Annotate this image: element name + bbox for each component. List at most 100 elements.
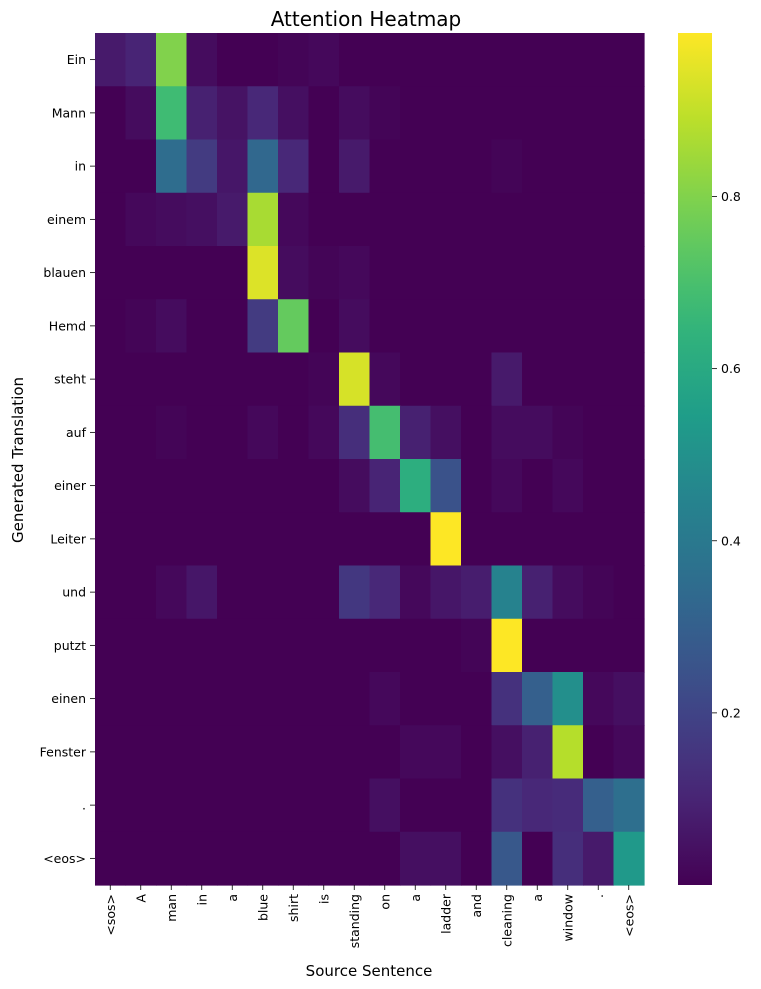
heatmap-cell xyxy=(613,299,645,354)
heatmap-cell xyxy=(156,618,188,673)
heatmap-cell xyxy=(522,246,554,300)
heatmap-cell xyxy=(400,405,432,460)
heatmap-cell xyxy=(369,192,401,247)
heatmap-cell xyxy=(95,778,127,833)
heatmap-cell xyxy=(156,405,188,460)
heatmap-cell xyxy=(400,618,432,673)
heatmap-cell xyxy=(95,512,127,567)
heatmap-cell xyxy=(95,246,127,300)
heatmap-cell xyxy=(400,86,432,141)
heatmap-cell xyxy=(339,725,371,780)
heatmap-cell xyxy=(461,33,493,87)
heatmap-cell xyxy=(247,405,279,460)
heatmap-cell xyxy=(369,618,401,673)
x-tick-label: standing xyxy=(347,894,362,948)
heatmap-cell xyxy=(247,299,279,354)
heatmap-cell xyxy=(430,352,462,407)
heatmap-cell xyxy=(186,459,218,513)
heatmap-cell xyxy=(156,86,188,141)
heatmap-cell xyxy=(95,725,127,780)
heatmap-cell xyxy=(156,246,188,300)
heatmap-cell xyxy=(491,618,523,673)
heatmap-cell xyxy=(461,618,493,673)
heatmap-cell xyxy=(613,405,645,460)
heatmap-cell xyxy=(400,778,432,833)
heatmap-cell xyxy=(461,672,493,726)
heatmap-cell xyxy=(339,565,371,620)
heatmap-cell xyxy=(247,192,279,247)
heatmap-cell xyxy=(186,139,218,194)
heatmap-cell xyxy=(125,33,157,87)
heatmap-cell xyxy=(247,831,279,886)
heatmap-cell xyxy=(186,192,218,247)
x-tick-label: on xyxy=(377,894,392,910)
heatmap-cell xyxy=(339,86,371,141)
heatmap-cell xyxy=(369,352,401,407)
heatmap-cell xyxy=(339,778,371,833)
heatmap-cell xyxy=(217,33,249,87)
heatmap-cell xyxy=(491,246,523,300)
heatmap-cell xyxy=(522,778,554,833)
heatmap-cell xyxy=(461,565,493,620)
heatmap-cell xyxy=(186,405,218,460)
heatmap-cell xyxy=(430,459,462,513)
heatmap-cell xyxy=(613,565,645,620)
heatmap-cell xyxy=(491,86,523,141)
heatmap-cell xyxy=(613,192,645,247)
heatmap-cell xyxy=(308,565,340,620)
heatmap-cell xyxy=(430,33,462,87)
heatmap-cell xyxy=(491,565,523,620)
heatmap-cell xyxy=(491,672,523,726)
heatmap-cell xyxy=(186,672,218,726)
heatmap-cell xyxy=(308,352,340,407)
heatmap-cell xyxy=(613,778,645,833)
heatmap-cell xyxy=(400,672,432,726)
heatmap-cell xyxy=(339,831,371,886)
heatmap-cell xyxy=(95,352,127,407)
heatmap-cell xyxy=(186,246,218,300)
heatmap-cell xyxy=(400,299,432,354)
heatmap-cell xyxy=(583,299,615,354)
heatmap-cell xyxy=(400,512,432,567)
heatmap-cell xyxy=(156,192,188,247)
heatmap-cell xyxy=(613,246,645,300)
heatmap-cell xyxy=(278,618,310,673)
heatmap-cell xyxy=(278,565,310,620)
heatmap-cell xyxy=(430,831,462,886)
heatmap-cell xyxy=(95,405,127,460)
heatmap-cell xyxy=(308,831,340,886)
heatmap-cell xyxy=(430,86,462,141)
heatmap-cell xyxy=(583,725,615,780)
heatmap-cell xyxy=(308,672,340,726)
heatmap-cell xyxy=(430,405,462,460)
heatmap-cell xyxy=(369,831,401,886)
heatmap-cell xyxy=(125,86,157,141)
heatmap-cell xyxy=(339,459,371,513)
heatmap-cell xyxy=(125,192,157,247)
heatmap-cell xyxy=(247,459,279,513)
heatmap-cell xyxy=(186,33,218,87)
heatmap-cell xyxy=(491,459,523,513)
heatmap-cell xyxy=(583,405,615,460)
heatmap-cell xyxy=(430,192,462,247)
heatmap-cell xyxy=(278,352,310,407)
heatmap-cell xyxy=(430,565,462,620)
x-tick-label: blue xyxy=(255,894,270,921)
heatmap-cell xyxy=(156,352,188,407)
heatmap-cell xyxy=(247,725,279,780)
heatmap-cell xyxy=(583,831,615,886)
heatmap-cell xyxy=(339,618,371,673)
heatmap-cell xyxy=(461,725,493,780)
x-tick-label: A xyxy=(133,894,148,903)
x-tick-label: and xyxy=(469,894,484,918)
y-tick-label: steht xyxy=(54,372,86,387)
heatmap-cells xyxy=(95,33,645,886)
heatmap-cell xyxy=(552,192,584,247)
heatmap-cell xyxy=(552,139,584,194)
heatmap-cell xyxy=(491,299,523,354)
heatmap-cell xyxy=(217,618,249,673)
heatmap-cell xyxy=(247,86,279,141)
heatmap-cell xyxy=(522,299,554,354)
